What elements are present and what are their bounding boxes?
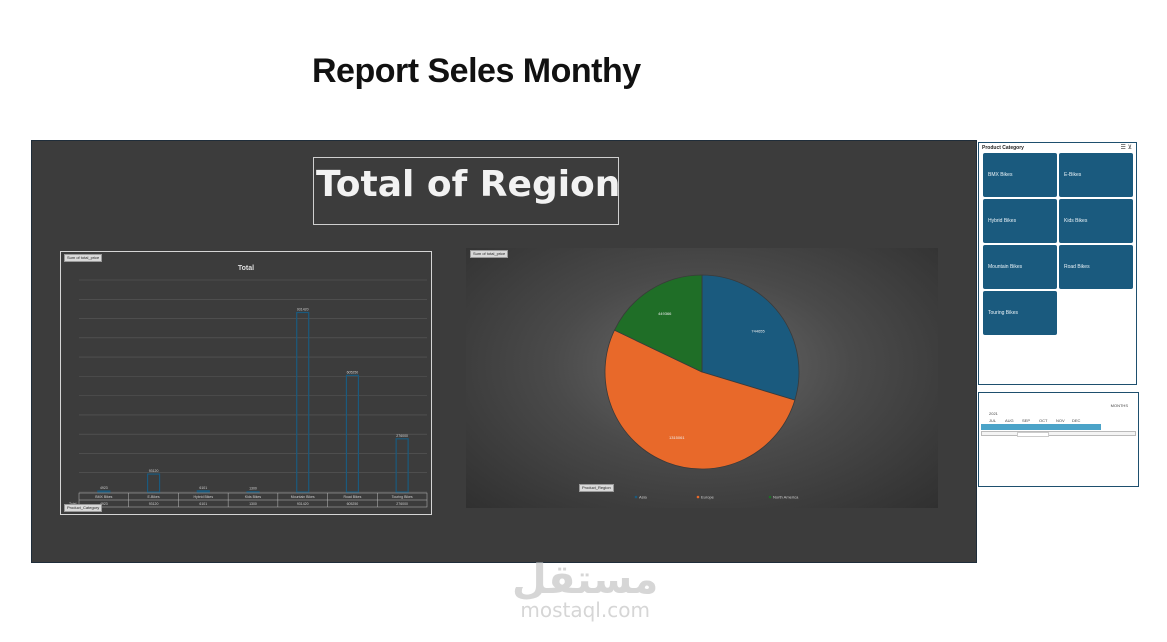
data-table-value: 4923 [100, 502, 108, 506]
bar[interactable] [97, 490, 111, 493]
timeline-scrollbar[interactable] [981, 431, 1136, 437]
watermark-latin: mostaql.com [520, 598, 650, 622]
slicer-item-kids-bikes[interactable]: Kids Bikes [1059, 199, 1133, 243]
timeline-month-jul: JUL [989, 418, 997, 423]
clear-filter-icon[interactable]: ⊻ [1127, 145, 1132, 151]
timeline-month-nov: NOV [1056, 418, 1065, 423]
category-tick-label: Touring Bikes [392, 495, 413, 499]
timeline-scroll-thumb[interactable] [1017, 432, 1049, 437]
data-table-value: 605250 [347, 502, 359, 506]
pie-slice[interactable] [701, 274, 800, 401]
slicer-item-bmx-bikes[interactable]: BMX Bikes [983, 153, 1057, 197]
pie-value-field-button[interactable]: Sum of total_price [470, 250, 509, 258]
category-tick-label: BMX Bikes [95, 495, 112, 499]
pie-slice[interactable] [613, 274, 703, 373]
watermark-arabic: مستقل [512, 557, 659, 603]
bar-value-label: 1300 [249, 487, 257, 491]
row-field-button[interactable]: Product_Category [64, 504, 103, 512]
timeline-month-dec: DEC [1072, 418, 1081, 423]
bar-chart-panel[interactable]: Sum of total_price Total 4923 93120 6101 13… [60, 251, 432, 515]
bar[interactable] [146, 473, 161, 493]
pie-value-label: 449366 [658, 311, 672, 316]
pie-slice[interactable] [604, 329, 796, 470]
pie-value-label: 1315061 [669, 435, 685, 440]
slicer-item-road-bikes[interactable]: Road Bikes [1059, 245, 1133, 289]
legend-marker [696, 495, 700, 499]
data-table-value: 276000 [396, 502, 408, 506]
months-timeline: MONTHS 2021 JUL AUG SEP OCT NOV DEC [978, 392, 1139, 487]
product-category-slicer: Product Category ☰ ⊻ BMX Bikes E-Bikes H… [978, 142, 1137, 385]
slicer-item-e-bikes[interactable]: E-Bikes [1059, 153, 1133, 197]
category-tick-label: E-Bikes [148, 495, 160, 499]
data-table-value: 1300 [249, 502, 257, 506]
region-title: Total of Region [316, 164, 621, 205]
timeline-month-aug: AUG [1005, 418, 1014, 423]
category-tick-label: Hybrid Bikes [193, 495, 213, 499]
bar[interactable] [296, 311, 310, 493]
bar-chart-title: Total [238, 265, 254, 272]
legend-label[interactable]: Asia [639, 495, 648, 500]
pie-chart: 744655 1315061 449366 Asia Europe North Amer… [604, 274, 800, 500]
timeline-year: 2021 [989, 411, 998, 416]
value-field-button[interactable]: Sum of total_price [64, 254, 103, 262]
region-title-box[interactable]: Total of Region [313, 157, 621, 225]
data-table-value: 6101 [199, 502, 207, 506]
page-title: Report Seles Monthy [312, 52, 641, 90]
bar[interactable] [345, 374, 360, 493]
category-tick-label: Mountain Bikes [291, 495, 315, 499]
legend-marker [768, 495, 772, 499]
bar[interactable] [395, 438, 409, 493]
bar-value-label: 276000 [396, 434, 408, 438]
bar-value-label: 931420 [297, 307, 309, 311]
timeline-month-sep: SEP [1022, 418, 1031, 423]
category-tick-label: Kids Bikes [245, 495, 262, 499]
category-tick-label: Road Bikes [343, 495, 361, 499]
multi-select-icon[interactable]: ☰ [1120, 145, 1126, 151]
timeline-selection-bar[interactable] [981, 424, 1101, 430]
legend-marker [634, 495, 638, 499]
timeline-header: MONTHS [1110, 403, 1128, 408]
data-table-value: 93120 [149, 502, 159, 506]
legend-label[interactable]: North America [773, 495, 799, 500]
pie-chart-panel[interactable]: Sum of total_price 744655 1315061 449366 A… [466, 248, 938, 508]
slicer-icons: ☰ ⊻ [1121, 144, 1132, 151]
bar-value-label: 4923 [100, 486, 108, 490]
bar-chart: Total 4923 93120 6101 1300 931420 605250 27600… [69, 265, 428, 508]
watermark: مستقل mostaql.com [512, 560, 658, 620]
slicer-header: Product Category [982, 145, 1024, 151]
bar-value-label: 6101 [199, 486, 207, 490]
timeline-month-oct: OCT [1039, 418, 1048, 423]
bar-value-label: 93120 [149, 469, 159, 473]
pie-value-label: 744655 [751, 328, 765, 333]
slicer-item-mountain-bikes[interactable]: Mountain Bikes [983, 245, 1057, 289]
dashboard-area: Total of Region Sum of total_price Total… [31, 140, 977, 563]
legend-label[interactable]: Europe [701, 495, 715, 500]
slicer-item-touring-bikes[interactable]: Touring Bikes [983, 291, 1057, 335]
bar[interactable] [196, 490, 210, 493]
slicer-item-hybrid-bikes[interactable]: Hybrid Bikes [983, 199, 1057, 243]
data-table-value: 931420 [297, 502, 309, 506]
bar-value-label: 605250 [347, 370, 359, 374]
pie-row-field-button[interactable]: Product_Region [579, 484, 614, 492]
